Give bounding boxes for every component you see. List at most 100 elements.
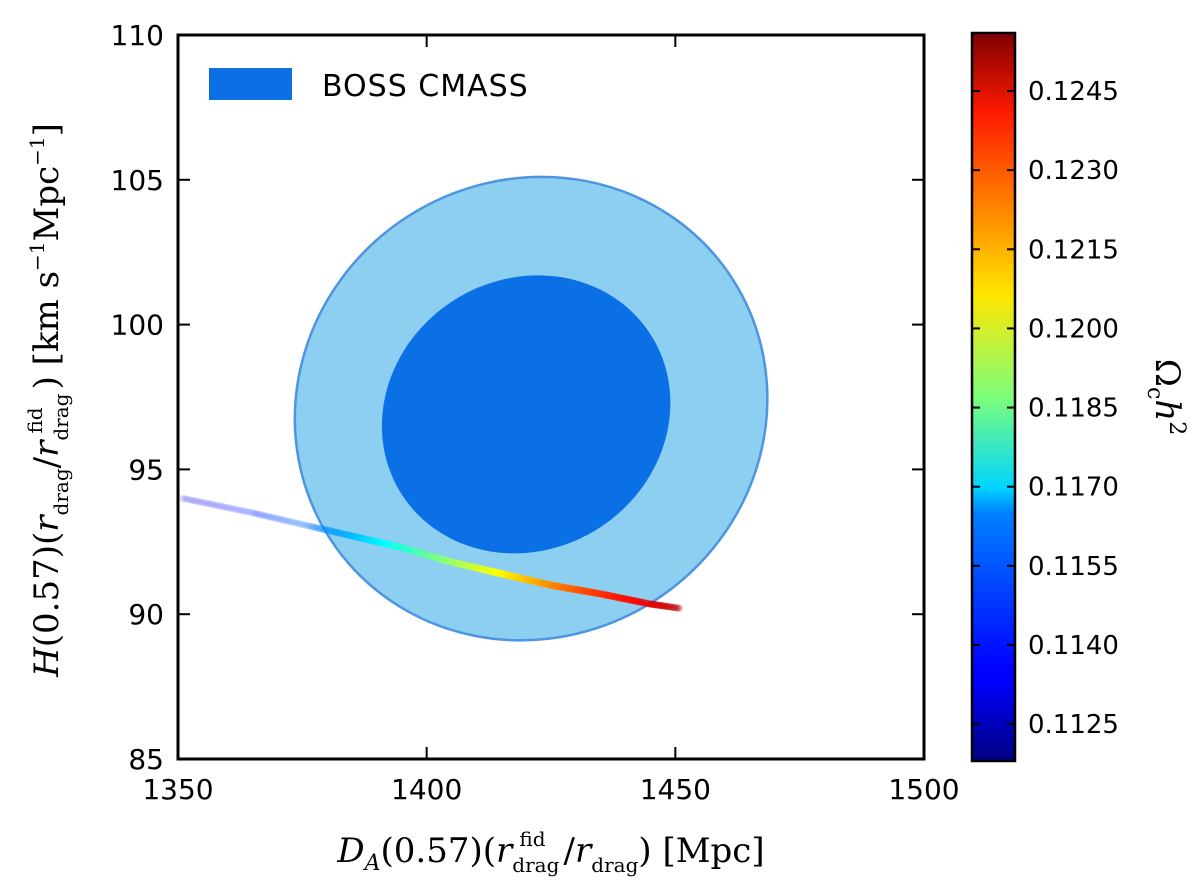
degeneracy-point (670, 603, 678, 612)
degeneracy-point (308, 523, 316, 531)
degeneracy-point (660, 602, 668, 610)
colorbar-tick-label: 0.1245 (1028, 77, 1119, 107)
degeneracy-point (195, 498, 203, 506)
x-tick-label: 1500 (888, 773, 959, 806)
plot-frame (176, 33, 926, 761)
degeneracy-point (305, 522, 313, 530)
legend-label: BOSS CMASS (322, 69, 529, 104)
degeneracy-point (290, 518, 298, 527)
degeneracy-point (310, 523, 318, 531)
y-tick-label: 110 (111, 19, 164, 52)
degeneracy-point (214, 502, 222, 510)
degeneracy-point (278, 516, 287, 524)
y-axis-label: H(0.57)(rdrag/rdragfid) [km s−1Mpc−1] (23, 123, 73, 678)
degeneracy-point (262, 512, 270, 520)
degeneracy-point (646, 600, 655, 608)
degeneracy-point (325, 527, 333, 535)
y-tick-label: 85 (128, 743, 164, 776)
degeneracy-point (638, 598, 646, 606)
degeneracy-point (216, 502, 224, 510)
degeneracy-point (282, 516, 290, 525)
degeneracy-point (326, 527, 335, 535)
degeneracy-point (244, 508, 252, 516)
degeneracy-point (303, 521, 311, 530)
degeneracy-point (287, 518, 295, 526)
degeneracy-point (225, 504, 233, 512)
colorbar (970, 31, 1017, 763)
degeneracy-point (663, 602, 671, 611)
x-tick-label: 1350 (142, 773, 213, 806)
degeneracy-point (647, 600, 656, 608)
degeneracy-point (242, 507, 250, 515)
degeneracy-point (668, 603, 676, 611)
degeneracy-point (267, 513, 275, 521)
degeneracy-point (235, 506, 243, 514)
degeneracy-point (188, 496, 196, 504)
degeneracy-point (674, 604, 682, 612)
degeneracy-point (255, 510, 263, 518)
degeneracy-point (652, 601, 661, 609)
degeneracy-point (179, 494, 187, 502)
degeneracy-point (330, 528, 338, 536)
degeneracy-point (672, 604, 680, 612)
degeneracy-point (657, 602, 666, 610)
degeneracy-point (285, 517, 293, 525)
legend-swatch (209, 68, 292, 100)
degeneracy-point (338, 530, 346, 538)
degeneracy-point (181, 495, 189, 503)
degeneracy-point (211, 501, 220, 509)
degeneracy-point (649, 600, 658, 609)
degeneracy-point (197, 498, 206, 506)
degeneracy-point (204, 500, 213, 508)
degeneracy-point (336, 529, 345, 537)
degeneracy-point (288, 518, 296, 526)
degeneracy-point (655, 601, 664, 609)
colorbar-tick-label: 0.1200 (1028, 314, 1119, 344)
degeneracy-point (218, 502, 227, 511)
colorbar-tick-label: 0.1140 (1028, 631, 1119, 661)
degeneracy-point (664, 603, 672, 611)
degeneracy-point (228, 504, 236, 513)
y-tick-label: 105 (111, 164, 164, 197)
x-tick-label: 1400 (391, 773, 462, 806)
degeneracy-point (202, 499, 210, 507)
degeneracy-point (292, 519, 300, 527)
degeneracy-point (265, 513, 273, 521)
colorbar-tick-label: 0.1170 (1028, 473, 1119, 503)
degeneracy-point (316, 525, 325, 533)
degeneracy-point (184, 495, 192, 503)
contour-68-percent (381, 275, 671, 554)
degeneracy-point (258, 511, 267, 519)
degeneracy-point (298, 520, 306, 529)
degeneracy-point (331, 528, 340, 536)
degeneracy-point (272, 514, 280, 522)
degeneracy-point (320, 525, 328, 534)
degeneracy-point (280, 516, 288, 524)
degeneracy-point (669, 603, 677, 611)
degeneracy-point (328, 527, 336, 535)
colorbar-tick-label: 0.1155 (1028, 552, 1119, 582)
degeneracy-point (340, 530, 348, 538)
degeneracy-point (252, 510, 260, 518)
degeneracy-point (253, 510, 262, 518)
degeneracy-point (237, 506, 245, 515)
y-tick-label: 90 (128, 598, 164, 631)
degeneracy-point (246, 508, 254, 516)
degeneracy-point (665, 603, 673, 611)
degeneracy-point (641, 599, 650, 607)
degeneracy-point (648, 600, 657, 608)
degeneracy-point (223, 503, 231, 512)
degeneracy-point (662, 602, 670, 610)
colorbar-tick-label: 0.1215 (1028, 235, 1119, 265)
degeneracy-point (200, 499, 208, 507)
degeneracy-point (239, 507, 247, 515)
degeneracy-point (640, 599, 648, 607)
degeneracy-point (270, 514, 278, 522)
degeneracy-point (230, 505, 238, 513)
degeneracy-point (673, 604, 681, 612)
degeneracy-point (335, 529, 343, 537)
x-tick-label: 1450 (640, 773, 711, 806)
degeneracy-point (659, 602, 667, 610)
degeneracy-point (671, 604, 679, 612)
